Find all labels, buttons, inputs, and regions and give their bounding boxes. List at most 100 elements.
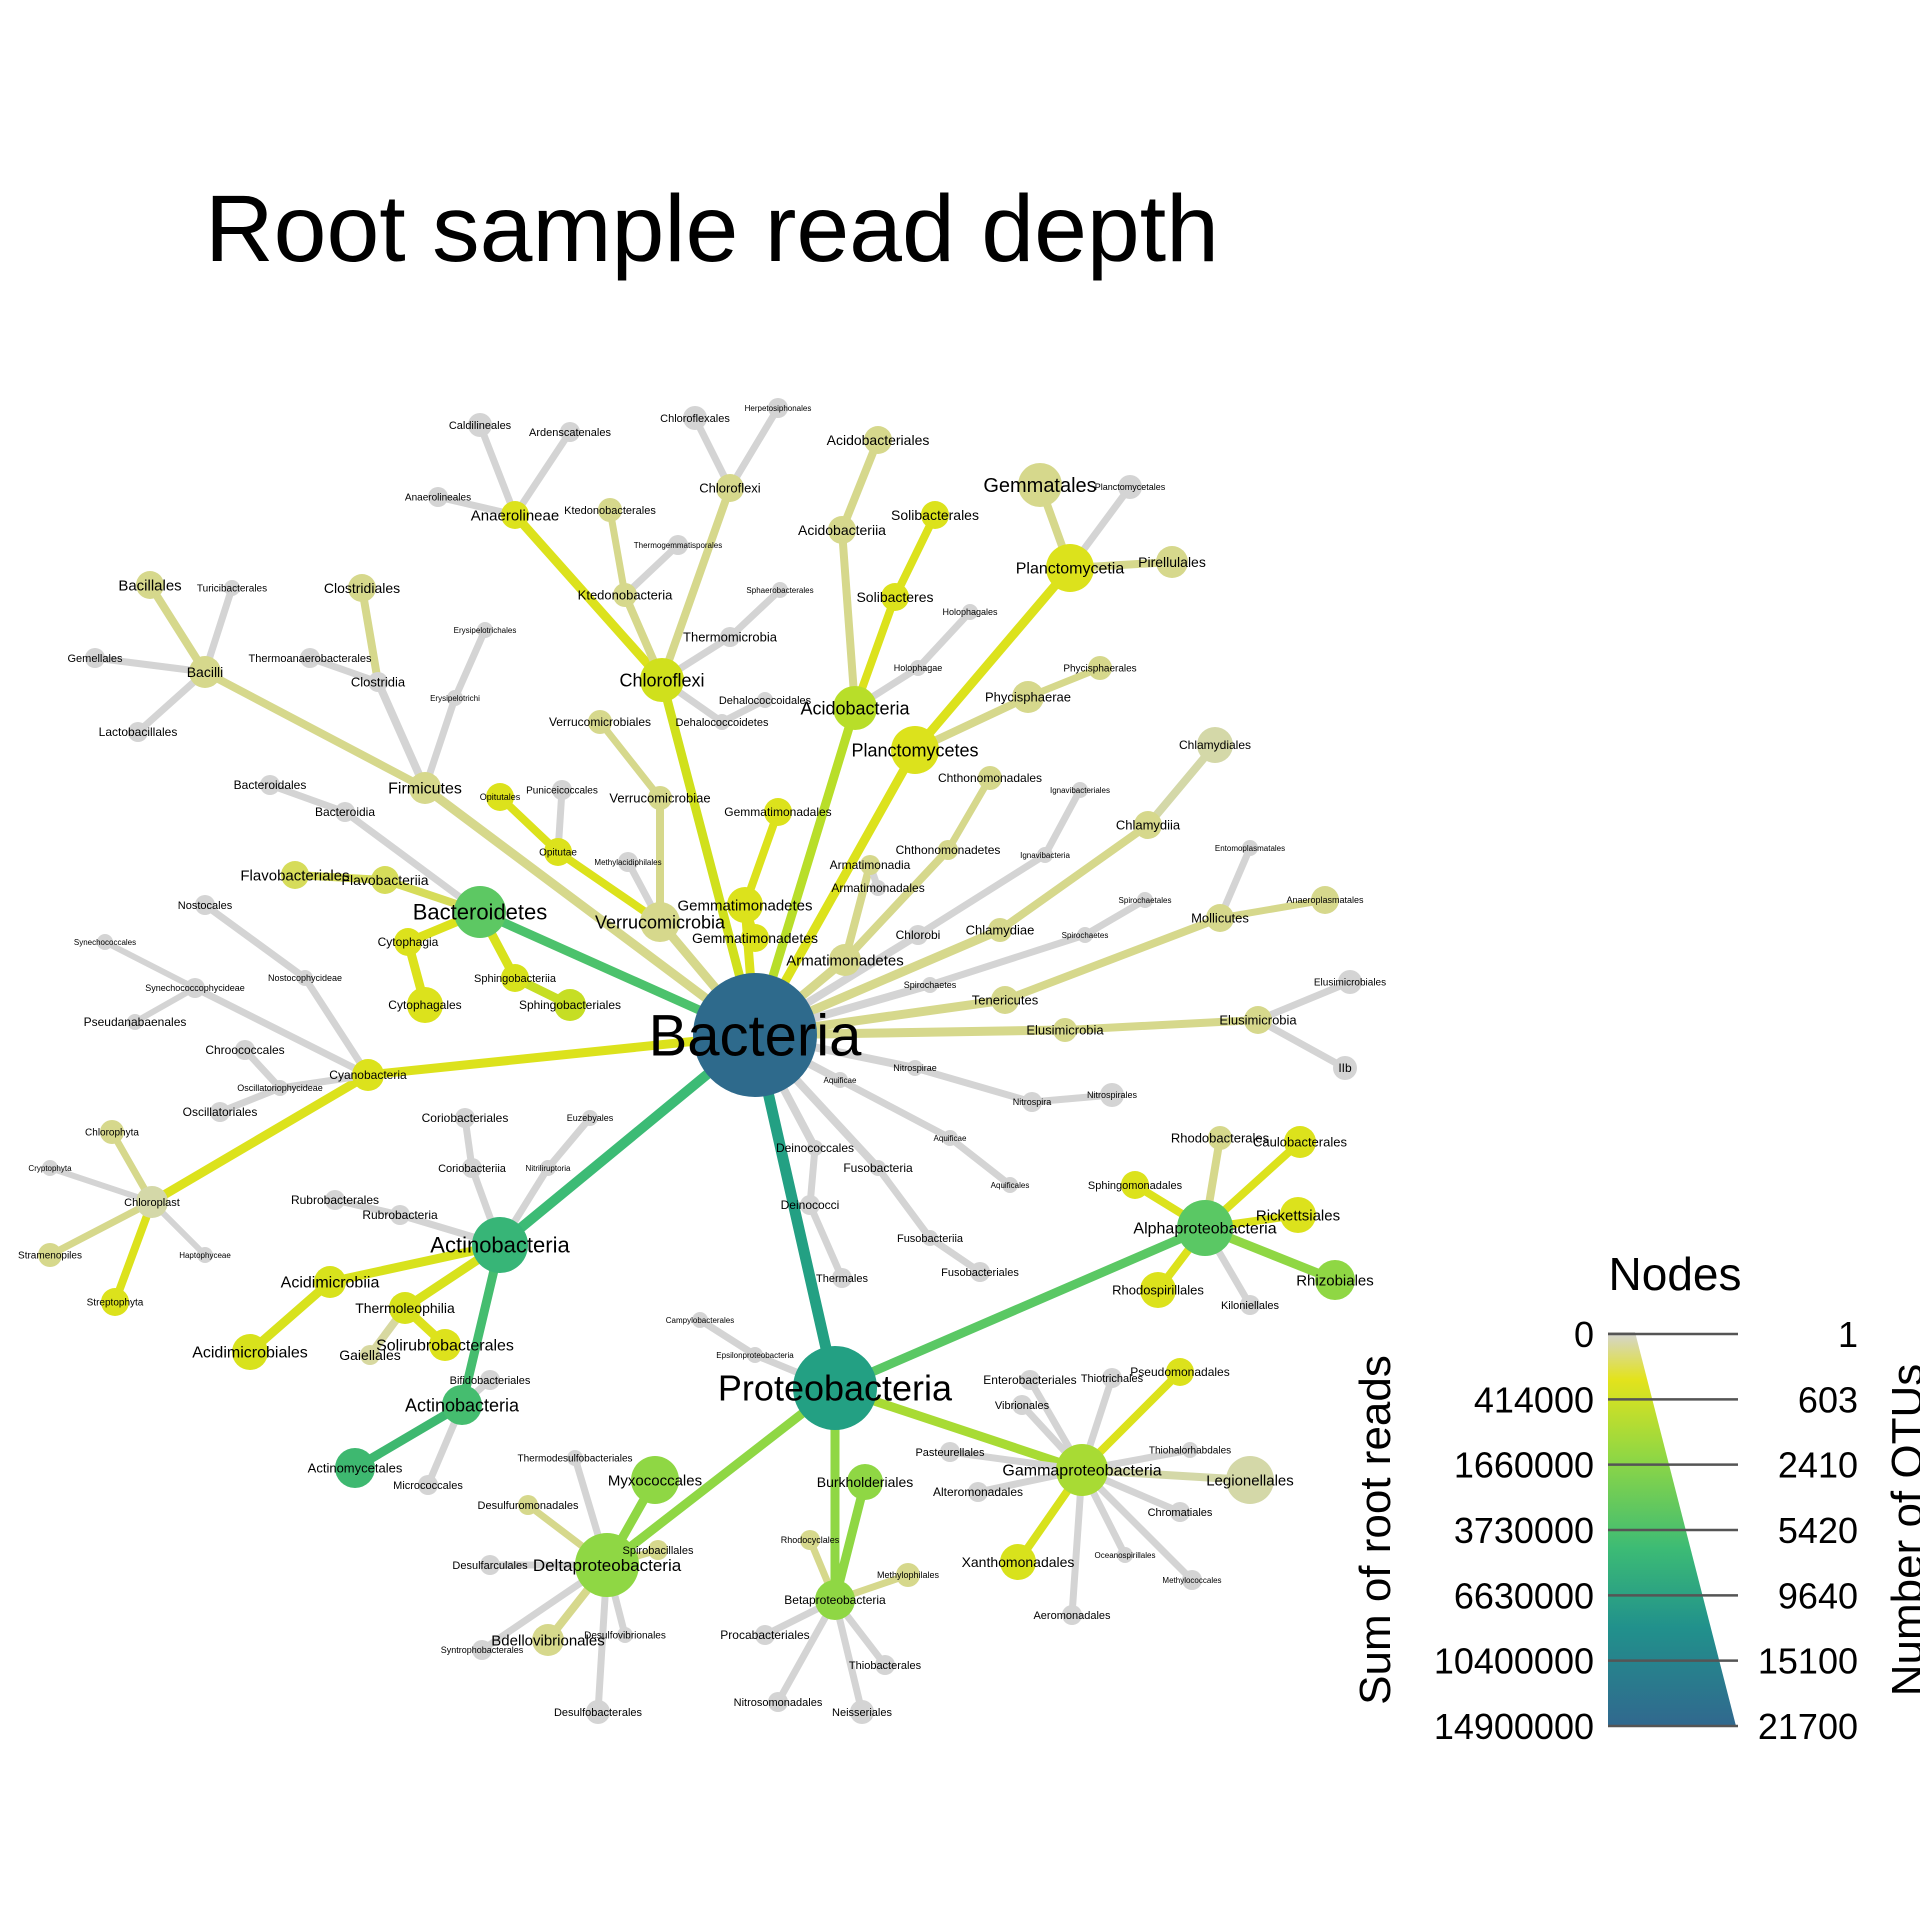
node-label-methylococcales: Methylococcales — [1162, 1576, 1221, 1585]
node-label-herpetosiphonales: Herpetosiphonales — [745, 404, 812, 413]
edge-bacilli-gemellales — [91, 654, 209, 676]
edge-acidobacteria-acidobacteriia — [838, 526, 859, 712]
node-label-chlorophyta: Chlorophyta — [85, 1128, 139, 1139]
node-label-phycisphaerales: Phycisphaerales — [1063, 664, 1136, 675]
edge-bacteria-cyanobacteria — [363, 1030, 760, 1080]
node-caulobacterales — [1284, 1126, 1316, 1158]
node-label-coriobacteriales: Coriobacteriales — [422, 1111, 509, 1125]
node-anaeroplasmatales — [1311, 886, 1339, 914]
node-label-euzebyales: Euzebyales — [567, 1113, 614, 1123]
node-label-chromatiales: Chromatiales — [1148, 1507, 1213, 1519]
node-fusobacteriia — [922, 1230, 938, 1246]
edge-elusimicrobia2-iib — [1254, 1016, 1349, 1072]
node-spirochaetes2 — [1077, 927, 1093, 943]
node-thiotrichales — [1102, 1368, 1122, 1388]
node-neisseriales — [850, 1700, 874, 1724]
node-gemellales — [85, 648, 105, 668]
node-label-armatimonadia: Armatimonadia — [830, 858, 911, 872]
node-nostocales — [195, 895, 215, 915]
node-clostridia — [368, 672, 388, 692]
node-label-chlorobi: Chlorobi — [896, 928, 941, 942]
node-acidimicrobiia — [314, 1266, 346, 1298]
node-label-alteromonadales: Alteromonadales — [933, 1485, 1023, 1499]
node-solibacteres — [881, 583, 909, 611]
node-desulfobacterales — [586, 1700, 610, 1724]
node-thiohalorhabdales — [1182, 1442, 1198, 1458]
edge-chloroflexi-anaerolineae — [510, 510, 667, 685]
node-aquificae — [832, 1072, 848, 1088]
node-alteromonadales — [968, 1482, 988, 1502]
node-label-clostridia: Clostridia — [351, 675, 406, 690]
node-rubrobacterales — [325, 1190, 345, 1210]
node-label-sphingobacteriales: Sphingobacteriales — [519, 998, 621, 1012]
node-elusimicrobia — [1053, 1018, 1077, 1042]
node-pseudomonadales — [1166, 1358, 1194, 1386]
node-bacteroidetes — [454, 886, 506, 938]
node-acidobacteriales — [864, 426, 892, 454]
node-label-micrococcales: Micrococcales — [393, 1480, 463, 1492]
node-rhodobacterales — [1208, 1126, 1232, 1150]
legend-right-tick-label: 5420 — [1778, 1510, 1858, 1551]
node-label-chlamydiales: Chlamydiales — [1179, 738, 1251, 752]
node-verrucomicrobiales — [588, 710, 612, 734]
node-planctomycetales — [1118, 475, 1142, 499]
node-sphingobacteriales — [554, 989, 586, 1021]
node-label-chlamydiia: Chlamydiia — [1116, 818, 1181, 833]
node-label-aquificales: Aquificales — [991, 1181, 1030, 1190]
node-rickettsiales — [1280, 1197, 1316, 1233]
node-stramenopiles — [38, 1243, 62, 1267]
node-label-acidobacteriia: Acidobacteriia — [798, 522, 886, 538]
node-kiloniellales — [1240, 1295, 1260, 1315]
node-thermodesulfobacteriales — [567, 1450, 583, 1466]
node-syntrophobacterales — [472, 1640, 492, 1660]
node-chloroflexi2 — [716, 474, 744, 502]
edge-nitriliruptoria-euzebyales — [544, 1114, 594, 1172]
node-gaiellales — [360, 1345, 380, 1365]
node-label-bacteroidales: Bacteroidales — [234, 778, 307, 792]
node-bdellovibrionales — [532, 1624, 564, 1656]
edge-firmicutes-bacilli — [201, 668, 429, 792]
node-xanthomonadales — [1000, 1544, 1036, 1580]
edge-thermomicrobia-sphaerobacterales — [726, 586, 784, 641]
node-label-actinobacteria2: Actinobacteria — [405, 1395, 520, 1415]
node-oscillatoriophycideae — [272, 1080, 288, 1096]
node-label-sphaerobacterales: Sphaerobacterales — [746, 586, 813, 595]
node-herpetosiphonales — [768, 398, 788, 418]
node-cytophagales — [407, 987, 443, 1023]
node-verrucomicrobiae — [648, 786, 672, 810]
node-label-solirubrobacterales: Solirubrobacterales — [376, 1338, 514, 1355]
node-nitrospirae — [907, 1060, 923, 1076]
node-label-xanthomonadales: Xanthomonadales — [962, 1554, 1075, 1570]
node-solirubrobacterales — [429, 1329, 461, 1361]
node-label-ktedonobacteria: Ktedonobacteria — [578, 588, 673, 603]
node-deltaproteobacteria — [575, 1533, 639, 1597]
legend-right-tick-label: 1 — [1838, 1314, 1858, 1355]
node-label-tenericutes: Tenericutes — [972, 993, 1039, 1008]
node-label-actinomycetales: Actinomycetales — [308, 1461, 403, 1476]
node-label-firmicutes: Firmicutes — [388, 781, 462, 798]
node-label-aquificae2: Aquificae — [934, 1134, 967, 1143]
node-label-bifidobacteriales: Bifidobacteriales — [450, 1375, 531, 1387]
node-planctomycetia — [1046, 544, 1094, 592]
edge-epsilonproteobacteria-campylobacterales — [696, 1316, 759, 1359]
tree-nodes — [38, 398, 1362, 1724]
node-nitrospira — [1022, 1092, 1042, 1112]
node-label-armatimonadetes: Armatimonadetes — [786, 952, 904, 969]
edge-elusimicrobia-elusimicrobia2 — [1061, 1016, 1262, 1034]
node-label-holophagae: Holophagae — [894, 663, 943, 673]
node-chlorophyta — [100, 1120, 124, 1144]
node-label-ignavibacteriales: Ignavibacteriales — [1050, 786, 1110, 795]
node-label-nostocales: Nostocales — [178, 900, 233, 912]
edge-synechococcophycideae-pseudanabaenales — [132, 985, 198, 1025]
node-label-spirochaetes: Spirochaetes — [904, 980, 957, 990]
edge-acidobacteriia-acidobacteriales — [838, 436, 882, 534]
node-label-fusobacteria: Fusobacteria — [843, 1161, 913, 1175]
node-dehalococcoidetes — [714, 714, 730, 730]
node-label-rickettsiales: Rickettsiales — [1256, 1207, 1340, 1224]
node-label-thermogemmatisporales: Thermogemmatisporales — [634, 541, 722, 550]
node-label-chloroplast: Chloroplast — [124, 1197, 180, 1209]
node-label-thermomicrobia: Thermomicrobia — [683, 630, 778, 645]
node-label-nostocophycideae: Nostocophycideae — [268, 973, 342, 983]
node-elusimicrobiales — [1338, 970, 1362, 994]
node-label-ktedonobacterales: Ktedonobacterales — [564, 505, 656, 517]
